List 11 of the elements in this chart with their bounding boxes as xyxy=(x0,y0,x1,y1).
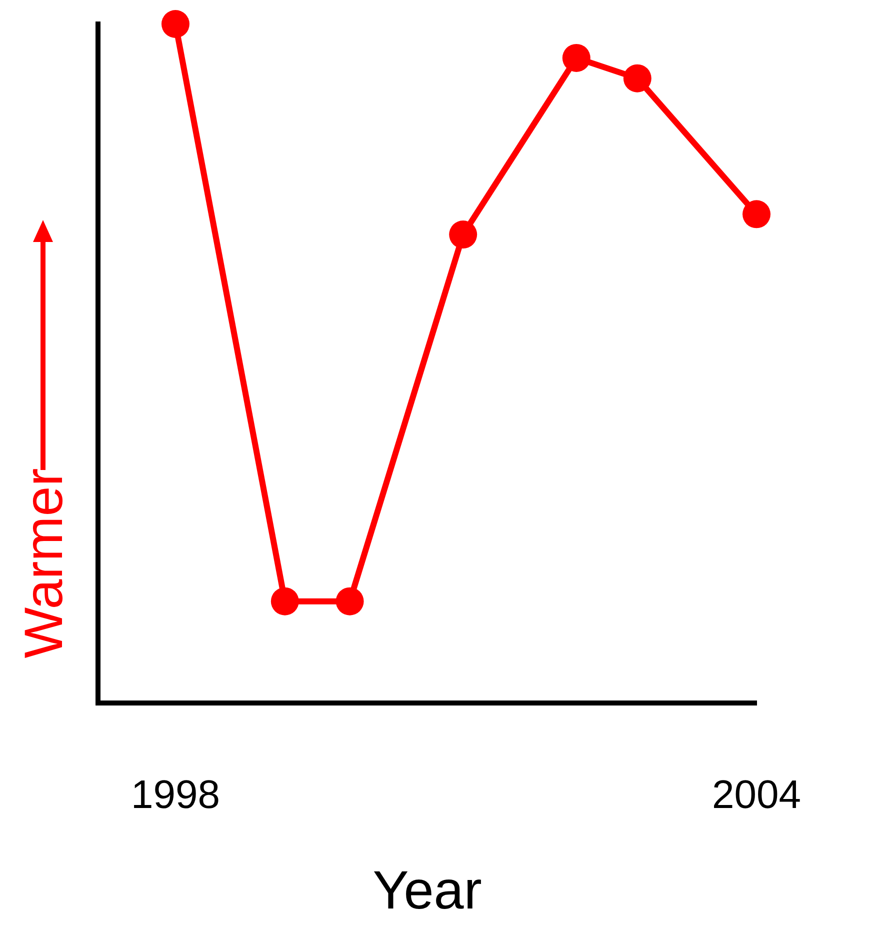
point xyxy=(742,200,771,228)
point xyxy=(449,220,478,249)
point xyxy=(161,10,190,38)
y-axis-title: Warmer xyxy=(14,468,74,658)
x-tick-label: 2004 xyxy=(712,773,801,818)
x-axis-title: Year xyxy=(372,860,482,920)
point xyxy=(562,44,590,72)
point xyxy=(336,587,364,616)
x-tick-label: 1998 xyxy=(130,773,220,818)
point xyxy=(270,587,299,616)
point xyxy=(623,64,652,92)
